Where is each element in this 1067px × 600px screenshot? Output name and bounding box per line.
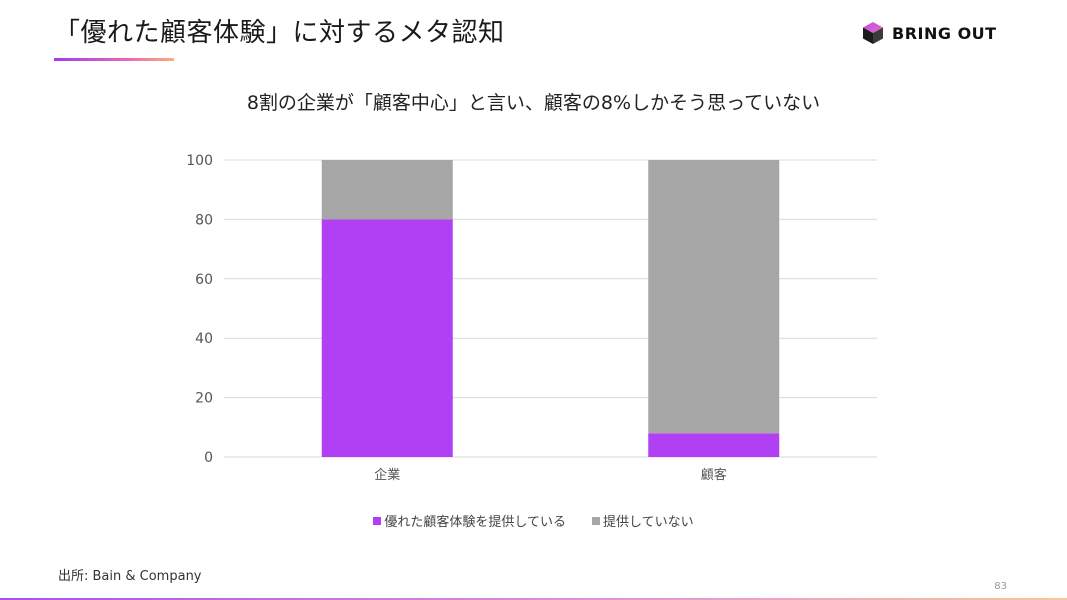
chart-title: 8割の企業が「顧客中心」と言い、顧客の8%しかそう思っていない [246,92,821,114]
bar-顧客-series-1 [648,160,780,434]
y-tick-label-80: 80 [195,212,213,228]
bar-顧客-series-0 [648,433,780,457]
y-tick-label-20: 20 [195,391,213,407]
legend-label-provided: 優れた顧客体験を提供している [384,515,566,530]
legend-swatch-provided [373,516,382,525]
slide-title: 「優れた顧客体験」に対するメタ認知 [54,18,505,48]
legend-swatch-not-provided [592,516,600,525]
y-tick-label-0: 0 [204,450,213,466]
cube-icon [863,22,883,44]
chart-legend: 優れた顧客体験を提供している 提供していない [0,511,1067,530]
y-tick-label-60: 60 [195,272,213,288]
source-note: 出所: Bain & Company [58,569,202,584]
legend-item-not-provided: 提供していない [592,511,694,530]
title-underline [54,58,174,61]
footer-gradient-line [0,598,1067,600]
y-tick-label-100: 100 [186,153,213,169]
brand-name: BRING OUT [892,23,997,43]
page-number: 83 [994,581,1007,592]
x-tick-label-1: 顧客 [701,467,727,483]
legend-label-not-provided: 提供していない [603,515,694,530]
y-tick-label-40: 40 [195,331,213,347]
bar-企業-series-0 [321,219,453,457]
x-tick-label-0: 企業 [374,467,400,483]
brand-logo: BRING OUT [862,20,997,46]
legend-item-provided: 優れた顧客体験を提供している [373,511,566,530]
bar-企業-series-1 [321,160,453,220]
